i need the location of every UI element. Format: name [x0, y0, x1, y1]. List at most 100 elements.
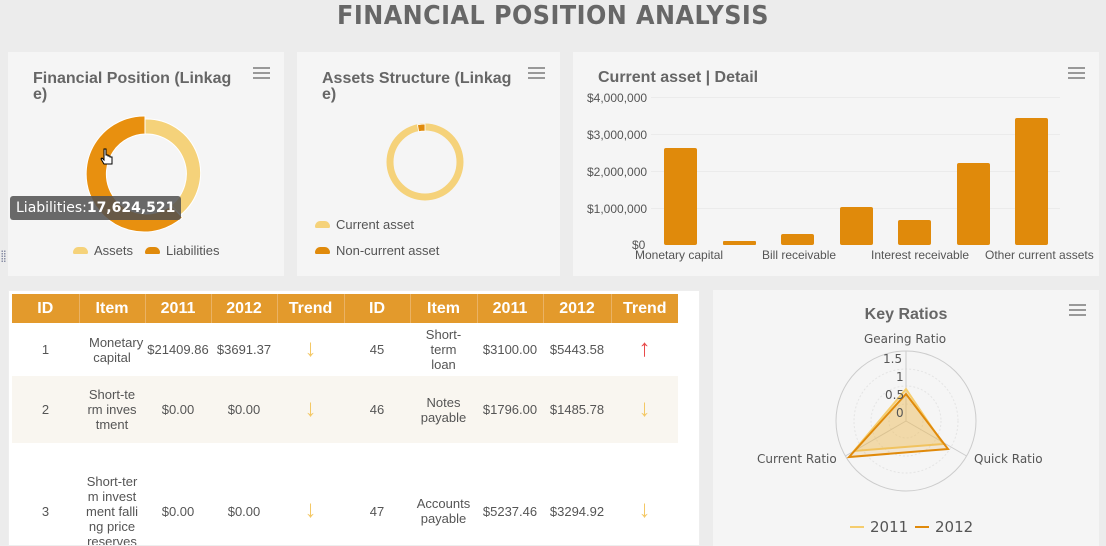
cell-item: Short-term investment	[79, 376, 145, 443]
table-row: 2 Short-term investment $0.00 $0.00 ↓ 46…	[12, 376, 678, 443]
axis-label-gearing: Gearing Ratio	[864, 332, 947, 346]
axis-label-current: Current Ratio	[757, 452, 837, 466]
tooltip: Liabilities:17,624,521	[10, 196, 182, 220]
cell-item: Short-term investment falling price rese…	[85, 473, 139, 546]
cell-2011: $0.00	[161, 503, 195, 519]
radar-tick: 1	[896, 370, 904, 384]
trend-down-icon: ↓	[304, 496, 317, 523]
balance-sheet-table-panel: ID Item 2011 2012 Trend ID Item 2011 201…	[8, 290, 700, 546]
legend-item-non-current-asset[interactable]: Non-current asset	[315, 243, 439, 258]
cell-id: 3	[41, 503, 50, 519]
y-tick: $1,000,000	[587, 202, 648, 216]
bar	[723, 241, 756, 245]
bar	[898, 220, 931, 245]
panel-title: Key Ratios	[864, 306, 948, 323]
legend-item-2011[interactable]: 2011	[850, 518, 908, 536]
balance-sheet-table: ID Item 2011 2012 Trend ID Item 2011 201…	[12, 294, 678, 546]
legend-swatch-icon	[315, 247, 330, 254]
column-header[interactable]: Trend	[277, 294, 345, 323]
series-2011	[851, 387, 945, 453]
column-header[interactable]: Item	[410, 294, 478, 323]
legend-item-current-asset[interactable]: Current asset	[315, 217, 414, 232]
legend-item-liabilities[interactable]: Liabilities	[145, 243, 219, 258]
bar	[957, 163, 990, 245]
bar	[664, 148, 697, 245]
cell-2011: $0.00	[145, 376, 211, 443]
menu-icon[interactable]	[1069, 304, 1086, 316]
cell-2012: $3294.92	[549, 503, 605, 519]
menu-icon[interactable]	[1068, 67, 1085, 79]
legend-swatch-icon	[73, 247, 88, 254]
column-header[interactable]: 2011	[477, 294, 544, 323]
trend-up-icon: ↑	[638, 334, 651, 362]
legend-swatch-icon	[145, 247, 160, 254]
radar-tick: 0.5	[885, 388, 905, 402]
x-label: Bill receivable	[762, 248, 837, 262]
cell-2011: $21409.86	[147, 342, 209, 357]
cell-2012: $0.00	[211, 376, 277, 443]
bar-chart	[651, 97, 1060, 245]
key-ratios-panel: Key Ratios Gearing Ratio Quick Ratio Cur…	[713, 290, 1099, 546]
cell-id: 1	[41, 342, 50, 357]
hand-cursor-icon	[100, 148, 113, 165]
legend-line-icon	[850, 526, 864, 528]
cell-id: 46	[344, 376, 410, 443]
non-current-slice	[417, 123, 426, 133]
table-header-row: ID Item 2011 2012 Trend ID Item 2011 201…	[12, 294, 678, 323]
radar-tick: 1.5	[883, 352, 903, 366]
trend-down-icon: ↓	[638, 496, 651, 523]
column-header[interactable]: ID	[12, 294, 80, 323]
resize-handle[interactable]	[1, 250, 6, 262]
cell-id: 2	[12, 376, 79, 443]
x-label: Monetary capital	[635, 248, 724, 262]
y-tick: $2,000,000	[587, 165, 648, 179]
page-title: FINANCIAL POSITION ANALYSIS	[337, 1, 769, 31]
panel-title: Assets Structure (Linkag e)	[322, 70, 512, 103]
assets-structure-donut[interactable]	[297, 52, 560, 276]
column-header[interactable]: 2011	[145, 294, 212, 323]
column-header[interactable]: 2012	[211, 294, 278, 323]
table-row: 3 Short-term investment falling price re…	[12, 443, 678, 546]
y-tick: $3,000,000	[587, 128, 648, 142]
legend-item-2012[interactable]: 2012	[915, 518, 973, 536]
financial-position-panel: Financial Position (Linkag e) Liabilitie…	[8, 52, 284, 276]
panel-title: Financial Position (Linkag e)	[33, 70, 232, 103]
legend-item-assets[interactable]: Assets	[73, 243, 133, 258]
trend-down-icon: ↓	[304, 334, 317, 362]
panel-title: Current asset | Detail	[598, 69, 759, 86]
bar	[1015, 118, 1048, 245]
cell-item: Short-term loan	[425, 327, 462, 372]
cell-item: Notes payable	[410, 376, 477, 443]
radar-tick: 0	[896, 406, 904, 420]
bar	[840, 207, 873, 245]
x-label: Other current assets	[985, 248, 1094, 262]
y-tick: $4,000,000	[587, 91, 648, 105]
cell-item: Monetary capital	[89, 334, 144, 365]
cell-2012: $1485.78	[543, 376, 611, 443]
cell-2011: $3100.00	[482, 342, 538, 357]
bar	[781, 234, 814, 245]
x-label: Interest receivable	[871, 248, 970, 262]
axis-label-quick: Quick Ratio	[974, 452, 1043, 466]
trend-down-icon: ↓	[277, 376, 344, 443]
legend-line-icon	[915, 526, 929, 528]
legend-swatch-icon	[315, 221, 330, 228]
cell-2012: $0.00	[227, 503, 261, 519]
cell-id: 45	[369, 342, 385, 357]
cell-item: Accounts payable	[416, 496, 471, 526]
series-2012	[846, 392, 950, 459]
menu-icon[interactable]	[253, 67, 270, 79]
assets-structure-panel: Assets Structure (Linkag e) Current asse…	[297, 52, 560, 276]
current-asset-detail-panel: Current asset | Detail $4,000,000 $3,000…	[573, 52, 1099, 276]
table-row: 1 Monetary capital $21409.86 $3691.37 ↓ …	[12, 323, 678, 376]
trend-down-icon: ↓	[611, 376, 678, 443]
cell-2012: $5443.58	[549, 342, 605, 357]
column-header[interactable]: Item	[79, 294, 146, 323]
column-header[interactable]: ID	[344, 294, 411, 323]
menu-icon[interactable]	[528, 67, 545, 79]
column-header[interactable]: 2012	[543, 294, 612, 323]
cell-id: 47	[369, 503, 385, 519]
cell-2011: $1796.00	[477, 376, 543, 443]
radar-chart[interactable]	[713, 290, 1099, 546]
column-header[interactable]: Trend	[611, 294, 678, 323]
